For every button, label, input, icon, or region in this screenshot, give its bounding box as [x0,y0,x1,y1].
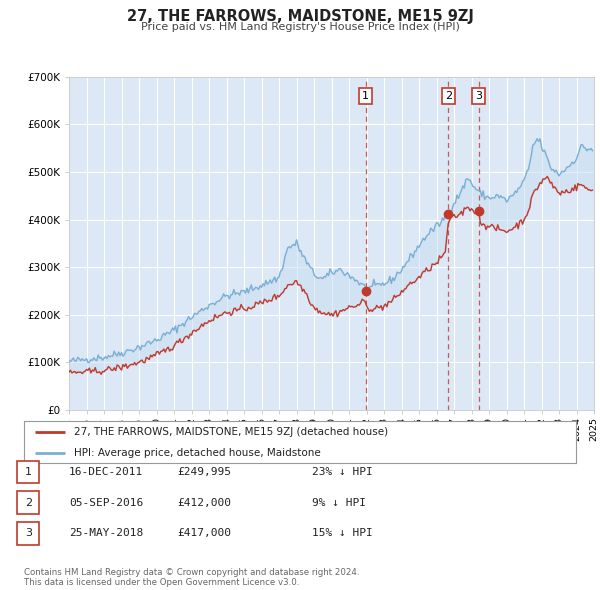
Text: £417,000: £417,000 [177,529,231,538]
Text: 9% ↓ HPI: 9% ↓ HPI [312,498,366,507]
Text: 23% ↓ HPI: 23% ↓ HPI [312,467,373,477]
Text: 05-SEP-2016: 05-SEP-2016 [69,498,143,507]
Text: 1: 1 [362,91,369,101]
Text: 15% ↓ HPI: 15% ↓ HPI [312,529,373,538]
Text: 2: 2 [445,91,452,101]
Text: Contains HM Land Registry data © Crown copyright and database right 2024.
This d: Contains HM Land Registry data © Crown c… [24,568,359,587]
Text: 3: 3 [475,91,482,101]
Text: 16-DEC-2011: 16-DEC-2011 [69,467,143,477]
Text: £249,995: £249,995 [177,467,231,477]
Text: 27, THE FARROWS, MAIDSTONE, ME15 9ZJ: 27, THE FARROWS, MAIDSTONE, ME15 9ZJ [127,9,473,24]
Text: HPI: Average price, detached house, Maidstone: HPI: Average price, detached house, Maid… [74,448,320,457]
Text: 2: 2 [25,498,32,507]
Text: 27, THE FARROWS, MAIDSTONE, ME15 9ZJ (detached house): 27, THE FARROWS, MAIDSTONE, ME15 9ZJ (de… [74,427,388,437]
Text: Price paid vs. HM Land Registry's House Price Index (HPI): Price paid vs. HM Land Registry's House … [140,22,460,32]
Text: 25-MAY-2018: 25-MAY-2018 [69,529,143,538]
Text: 1: 1 [25,467,32,477]
Text: 3: 3 [25,529,32,538]
Text: £412,000: £412,000 [177,498,231,507]
